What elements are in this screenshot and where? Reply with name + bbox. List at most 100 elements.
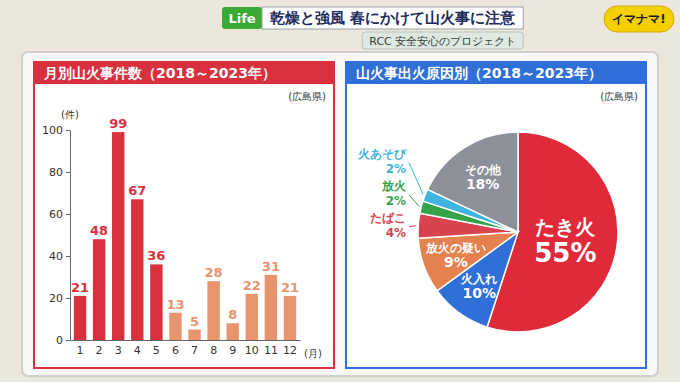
leader-line: [409, 195, 419, 207]
panel: 月別山火事件数（2018～2023年）(広島県)0204060801001234…: [34, 62, 334, 368]
x-tick-label: 10: [245, 344, 259, 357]
tag-text: Life: [228, 11, 255, 26]
y-tick-mark: [66, 340, 70, 341]
x-tick: 7: [191, 340, 198, 357]
y-tick-mark: [66, 214, 70, 215]
bars: [74, 132, 296, 340]
x-axis-title: (月): [304, 348, 322, 359]
header-subtitle-box: [362, 32, 523, 49]
bar: [188, 330, 200, 341]
slice-name: 放火の疑い: [425, 241, 486, 255]
data-label: 13: [166, 297, 184, 312]
slice-name: 火あそび: [357, 147, 407, 161]
bar: [169, 313, 181, 340]
y-tick-mark: [66, 172, 70, 173]
x-tick: 11: [264, 340, 278, 357]
slice-value: 10%: [462, 285, 496, 301]
slices: [418, 132, 618, 332]
data-label: 5: [190, 314, 199, 329]
x-tick: 9: [229, 340, 236, 357]
slice-value: 18%: [466, 176, 500, 192]
x-tick: 4: [134, 340, 141, 357]
header: Life 乾燥と強風 春にかけて山火事に注意 RCC 安全安心のプロジェクト イマナマ…: [222, 6, 674, 49]
y-axis-title: (件): [61, 109, 79, 120]
x-tick-label: 5: [153, 344, 160, 357]
chart-title: 山火事出火原因別（2018～2023年）: [356, 65, 602, 81]
bar: [150, 264, 162, 340]
slice-value: 55%: [534, 238, 596, 268]
y-axis: 0 20 40 60 80 100: [42, 124, 71, 347]
data-label: 21: [71, 280, 89, 295]
y-tick: 40: [49, 250, 70, 263]
slice: [418, 232, 518, 291]
y-tick-label: 100: [42, 124, 63, 137]
y-tick-label: 60: [49, 208, 63, 221]
x-tick: 6: [172, 340, 179, 357]
x-tick-label: 1: [77, 344, 84, 357]
bar: [284, 296, 296, 340]
slice-value: 4%: [386, 226, 406, 240]
x-tick: 1: [77, 340, 84, 357]
panel: 山火事出火原因別（2018～2023年） (広島県) たき火55% 火入れ10% 放火の…: [346, 62, 646, 368]
annotation: (広島県): [600, 91, 638, 102]
panel-title-bar: [34, 62, 334, 84]
bar: [74, 296, 86, 340]
x-axis: 123456789101112: [71, 340, 301, 357]
y-axis-line: [70, 131, 71, 341]
header-subtitle: RCC 安全安心のプロジェクト: [369, 35, 516, 48]
data-label: 48: [90, 223, 108, 238]
tag-badge: [222, 7, 262, 29]
y-tick-mark: [66, 130, 70, 131]
leader-line: [409, 163, 423, 195]
slice-name: 放火: [381, 179, 407, 193]
x-tick: 3: [115, 340, 122, 357]
y-tick-mark: [66, 256, 70, 257]
data-label: 8: [228, 307, 237, 322]
slice-labels: たき火55%火入れ10%放火の疑い9%たばこ4%放火2%火あそび2%その他18%: [357, 147, 597, 302]
bar: [93, 239, 105, 340]
bar: [246, 294, 258, 340]
bar: [207, 281, 219, 340]
logo-text: イマナマ!: [612, 12, 665, 26]
x-tick: 2: [96, 340, 103, 357]
header-title: 乾燥と強風 春にかけて山火事に注意: [270, 9, 516, 27]
slice-name: たき火: [535, 215, 596, 239]
logo-badge: [604, 6, 674, 32]
y-tick: 60: [49, 208, 70, 221]
y-tick-mark: [66, 298, 70, 299]
y-tick-label: 20: [49, 292, 63, 305]
panel-frame: [346, 62, 646, 368]
y-tick: 0: [56, 334, 70, 347]
chart-title: 月別山火事件数（2018～2023年）: [43, 65, 276, 81]
data-label: 99: [109, 116, 127, 131]
slice-value: 2%: [386, 162, 406, 176]
slice-name: その他: [465, 163, 502, 177]
y-tick-label: 40: [49, 250, 63, 263]
bar: [131, 199, 143, 340]
x-tick: 5: [153, 340, 160, 357]
x-tick-label: 3: [115, 344, 122, 357]
x-tick: 8: [210, 340, 217, 357]
x-tick-label: 11: [264, 344, 278, 357]
slice: [428, 132, 518, 232]
x-axis-line: [71, 340, 301, 341]
bar: [112, 132, 124, 340]
data-label: 31: [262, 259, 280, 274]
x-tick-label: 12: [283, 344, 297, 357]
x-tick-label: 6: [172, 344, 179, 357]
canvas: Life 乾燥と強風 春にかけて山火事に注意 RCC 安全安心のプロジェクト イマナマ…: [0, 0, 680, 382]
annotation: (広島県): [288, 91, 326, 102]
leader-line: [409, 226, 416, 227]
data-label: 28: [205, 265, 223, 280]
x-tick-label: 2: [96, 344, 103, 357]
data-label: 22: [243, 278, 261, 293]
y-tick-label: 0: [56, 334, 63, 347]
y-tick-label: 80: [49, 166, 63, 179]
slice-name: 火入れ: [460, 272, 497, 286]
y-tick: 80: [49, 166, 70, 179]
data-label: 36: [147, 248, 165, 263]
x-tick: 10: [245, 340, 259, 357]
data-labels: 2148996736135288223121: [71, 116, 299, 328]
slice-value: 9%: [444, 254, 468, 270]
x-tick-label: 7: [191, 344, 198, 357]
